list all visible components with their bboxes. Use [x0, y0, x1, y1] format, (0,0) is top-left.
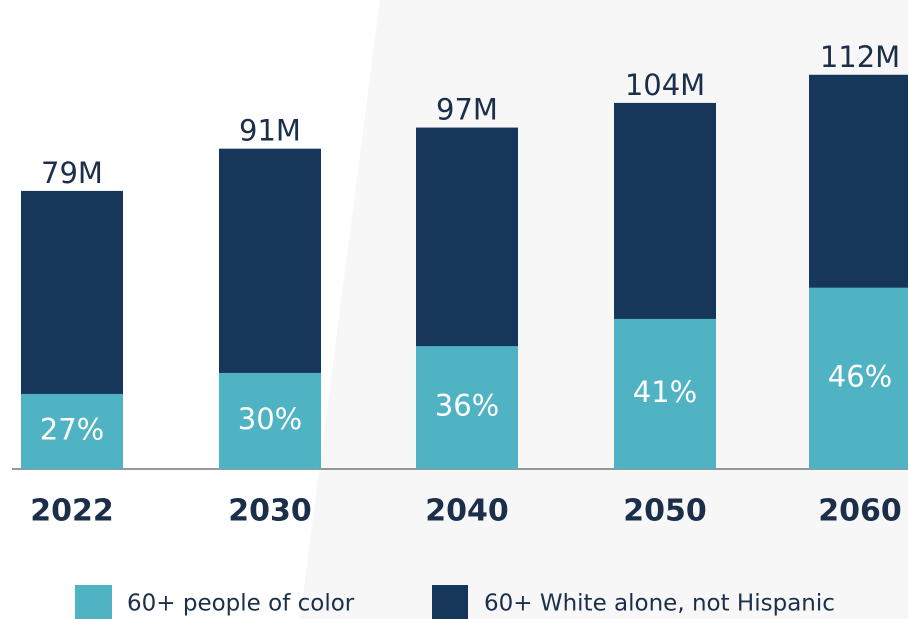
total-label: 91M [239, 114, 301, 148]
x-tick-label: 2030 [228, 494, 312, 529]
x-tick-label: 2022 [30, 494, 114, 529]
share-label: 27% [40, 412, 104, 446]
legend-label: 60+ people of color [127, 591, 355, 617]
legend-label: 60+ White alone, not Hispanic [484, 591, 835, 617]
x-tick-label: 2060 [818, 494, 902, 529]
bar-share [21, 393, 123, 469]
bar-share [416, 346, 518, 469]
total-label: 97M [436, 93, 498, 127]
bar-share [809, 287, 908, 469]
legend-swatch [432, 585, 468, 619]
total-label: 104M [625, 68, 705, 102]
legend-swatch [75, 585, 112, 619]
x-tick-label: 2050 [623, 494, 707, 529]
x-tick-label: 2040 [425, 494, 509, 529]
total-label: 79M [41, 156, 103, 190]
bar-share [219, 372, 321, 469]
share-label: 36% [435, 389, 499, 423]
share-label: 41% [633, 375, 697, 409]
share-label: 30% [238, 402, 302, 436]
bar-share [614, 318, 716, 469]
share-label: 46% [828, 359, 892, 393]
total-label: 112M [820, 40, 900, 74]
